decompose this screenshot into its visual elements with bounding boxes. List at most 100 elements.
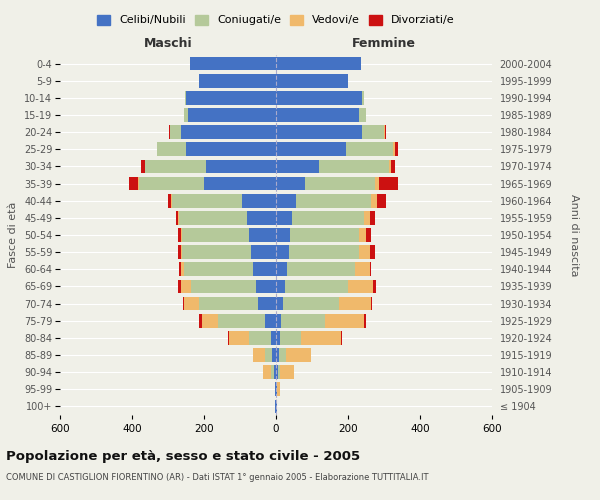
Bar [202,314,218,328]
Bar [199,314,202,328]
Bar [276,348,279,362]
Bar [276,108,359,122]
Bar [375,176,379,190]
Bar [395,142,398,156]
Bar [157,142,186,156]
Bar [296,194,371,207]
Bar [276,296,283,310]
Bar [185,91,186,104]
Bar [184,262,253,276]
Bar [389,160,391,173]
Bar [178,246,181,259]
Bar [305,176,375,190]
Bar [348,280,373,293]
Bar [190,56,276,70]
Bar [141,160,145,173]
Bar [278,366,280,379]
Bar [280,331,301,344]
Bar [182,246,251,259]
Bar [130,176,139,190]
Bar [276,331,280,344]
Bar [287,262,355,276]
Text: Popolazione per età, sesso e stato civile - 2005: Popolazione per età, sesso e stato civil… [6,450,360,463]
Bar [184,296,199,310]
Bar [276,211,292,224]
Bar [253,348,265,362]
Bar [183,296,184,310]
Bar [276,160,319,173]
Bar [274,366,276,379]
Bar [181,262,184,276]
Bar [271,331,276,344]
Legend: Celibi/Nubili, Coniugati/e, Vedovi/e, Divorziati/e: Celibi/Nubili, Coniugati/e, Vedovi/e, Di… [93,10,459,30]
Bar [283,296,339,310]
Bar [362,126,384,139]
Bar [182,228,249,242]
Bar [206,160,276,173]
Bar [359,108,366,122]
Bar [256,280,276,293]
Bar [179,211,247,224]
Bar [276,56,361,70]
Bar [181,280,191,293]
Bar [359,246,370,259]
Bar [276,262,287,276]
Bar [276,228,290,242]
Text: Femmine: Femmine [352,37,416,50]
Bar [276,382,277,396]
Bar [272,348,276,362]
Bar [218,314,265,328]
Bar [276,74,348,88]
Bar [179,262,181,276]
Bar [251,246,276,259]
Bar [170,126,181,139]
Bar [275,382,276,396]
Bar [325,314,364,328]
Bar [385,126,386,139]
Bar [176,211,178,224]
Bar [178,280,181,293]
Bar [379,176,398,190]
Bar [279,348,286,362]
Bar [199,74,276,88]
Bar [188,108,276,122]
Bar [247,211,276,224]
Bar [276,142,346,156]
Bar [242,194,276,207]
Bar [391,160,395,173]
Bar [139,176,204,190]
Bar [191,280,256,293]
Bar [258,296,276,310]
Bar [370,211,375,224]
Bar [276,280,285,293]
Bar [178,228,181,242]
Bar [290,228,359,242]
Bar [265,348,272,362]
Text: Maschi: Maschi [143,37,193,50]
Bar [393,142,395,156]
Bar [362,91,364,104]
Bar [271,366,274,379]
Bar [199,296,258,310]
Bar [184,108,188,122]
Bar [377,194,386,207]
Bar [276,366,278,379]
Bar [204,176,276,190]
Bar [249,228,276,242]
Bar [145,160,206,173]
Bar [167,194,170,207]
Bar [346,142,393,156]
Bar [275,400,276,413]
Bar [181,126,276,139]
Bar [181,246,182,259]
Bar [186,91,276,104]
Bar [371,194,377,207]
Bar [384,126,385,139]
Bar [253,262,276,276]
Bar [169,126,170,139]
Bar [364,314,366,328]
Text: COMUNE DI CASTIGLION FIORENTINO (AR) - Dati ISTAT 1° gennaio 2005 - Elaborazione: COMUNE DI CASTIGLION FIORENTINO (AR) - D… [6,472,428,482]
Bar [181,228,182,242]
Bar [319,160,389,173]
Bar [370,262,371,276]
